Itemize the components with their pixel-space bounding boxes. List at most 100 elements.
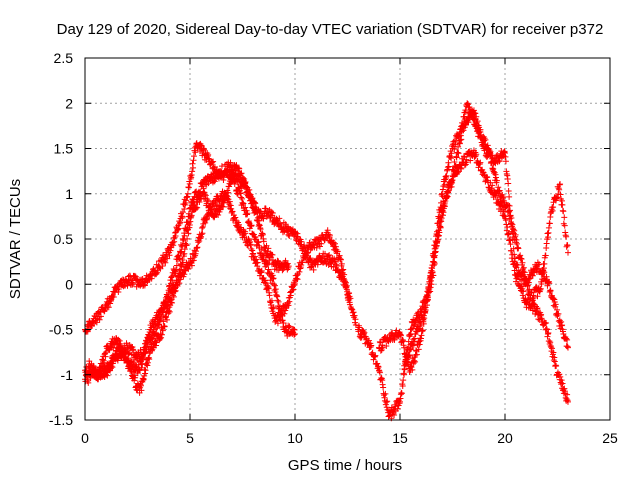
data-point [504,224,511,231]
data-point [396,400,403,407]
data-point [97,313,104,320]
data-point [559,201,566,208]
data-point [401,371,408,378]
data-point [179,209,186,216]
data-point [505,180,512,187]
data-point [437,224,444,231]
data-point [560,208,567,215]
data-point [480,169,487,176]
data-point [391,411,398,418]
data-point [471,116,478,123]
data-point [260,238,267,245]
data-point [473,151,480,158]
data-point [166,308,173,315]
data-point [108,363,115,370]
y-tick-label: -1 [61,367,74,383]
data-point [407,331,414,338]
x-tick-label: 25 [602,430,618,446]
data-point [477,159,484,166]
data-point [238,194,245,201]
data-point [270,275,277,282]
data-point [372,352,379,359]
data-point [555,310,562,317]
data-point [542,326,549,333]
data-point [549,345,556,352]
data-point [194,244,201,251]
data-point [512,231,519,238]
data-point [420,312,427,319]
data-point [561,214,568,221]
data-point [559,380,566,387]
data-point [545,330,552,337]
data-point [434,220,441,227]
data-point [255,217,262,224]
data-point [379,344,386,351]
data-point [264,259,271,266]
data-point [308,263,315,270]
data-point [394,405,401,412]
data-point [276,215,283,222]
data-point [543,273,550,280]
data-point [274,320,281,327]
data-point [432,248,439,255]
data-point [492,174,499,181]
data-point [173,262,180,269]
data-point [285,324,292,331]
data-point [558,377,565,384]
data-point [448,150,455,157]
data-point [543,319,550,326]
data-point [543,325,550,332]
data-point [564,336,571,343]
data-point [520,264,527,271]
data-point [98,363,105,370]
data-point [120,350,127,357]
data-point [211,163,218,170]
data-point [542,252,549,259]
data-point [248,245,255,252]
data-point [352,316,359,323]
data-point [205,197,212,204]
x-tick-label: 20 [497,430,513,446]
data-point [274,297,281,304]
data-point [267,214,274,221]
data-point [285,302,292,309]
data-point [86,365,93,372]
data-point [293,275,300,282]
data-point [218,163,225,170]
data-point [233,218,240,225]
data-point [169,299,176,306]
data-point [557,181,564,188]
data-point [502,158,509,165]
data-point [163,316,170,323]
data-points [82,100,571,422]
data-point [399,382,406,389]
data-point [102,353,109,360]
data-point [184,193,191,200]
data-point [358,334,365,341]
data-point [179,214,186,221]
data-point [450,168,457,175]
data-point [269,251,276,258]
data-point [332,257,339,264]
data-point [224,167,231,174]
data-point [213,202,220,209]
data-point [546,220,553,227]
data-point [425,289,432,296]
data-point [556,371,563,378]
data-point [211,205,218,212]
data-point [228,178,235,185]
data-point [181,246,188,253]
data-point [545,229,552,236]
data-point [334,248,341,255]
data-point [85,379,92,386]
data-point [460,125,467,132]
data-point [534,305,541,312]
data-point [454,149,461,156]
data-point [401,366,408,373]
data-point [192,149,199,156]
data-point [325,253,332,260]
data-point [239,195,246,202]
data-point [107,367,114,374]
data-point [202,192,209,199]
y-tick-label: 1.5 [54,141,74,157]
